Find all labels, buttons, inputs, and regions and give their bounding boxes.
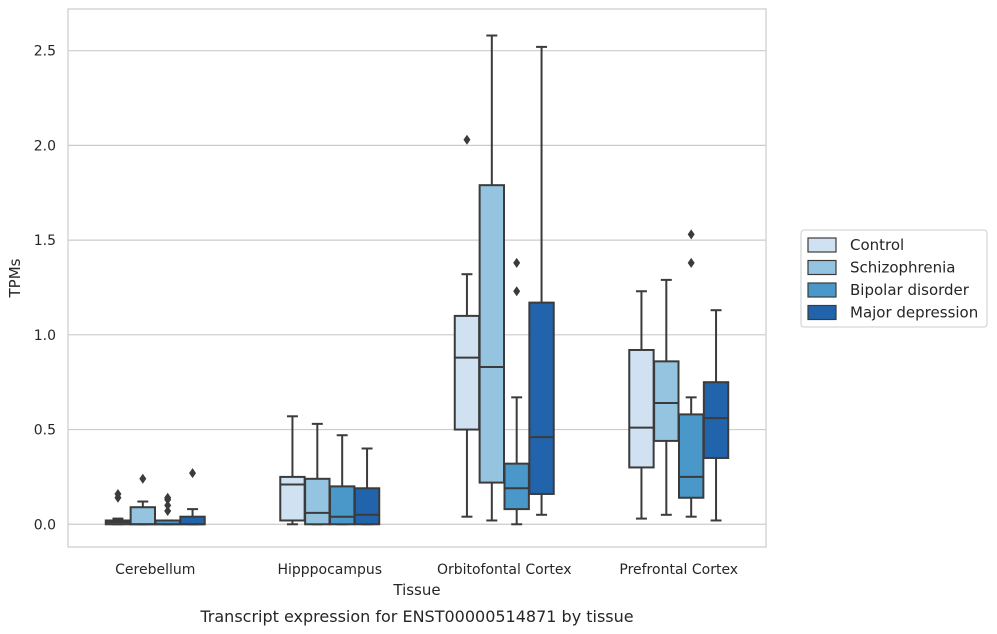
box-body <box>628 348 655 469</box>
box-group <box>328 434 356 526</box>
x-tick-label: Orbitofontal Cortex <box>437 562 572 578</box>
box-group <box>154 492 181 526</box>
box-group <box>503 257 530 526</box>
box-body <box>279 475 306 522</box>
outlier-point <box>687 229 695 240</box>
box-body <box>353 487 381 526</box>
grid-lines <box>68 50 766 525</box>
legend-label: Control <box>850 236 904 254</box>
box-group <box>129 473 157 526</box>
outlier-point <box>463 134 471 145</box>
chart-caption: Transcript expression for ENST0000051487… <box>199 607 633 626</box>
box-body <box>304 477 331 526</box>
legend-label: Major depression <box>850 304 978 322</box>
outlier-point <box>513 286 521 297</box>
legend: Control Schizophrenia Bipolar disorder Majo… <box>800 229 988 328</box>
box-group <box>353 447 381 526</box>
box-group <box>478 34 506 522</box>
box-body <box>179 515 206 526</box>
box-body <box>328 485 356 526</box>
y-tick-label: 0.0 <box>34 517 56 533</box>
legend-frame <box>800 229 988 328</box>
outlier-point <box>164 500 172 511</box>
box-group <box>304 422 331 526</box>
outlier-point <box>164 492 172 503</box>
box-group <box>628 290 655 520</box>
y-axis-label: TPMs <box>6 258 24 298</box>
outlier-point <box>114 488 122 499</box>
legend-label: Schizophrenia <box>850 259 955 277</box>
legend-swatch <box>807 304 837 321</box>
legend-swatch <box>807 282 837 298</box>
y-tick-label: 2.5 <box>34 44 56 60</box>
box-group <box>179 468 206 526</box>
y-tick-label: 1.5 <box>34 233 56 249</box>
box-body <box>702 381 730 459</box>
box-group <box>677 229 705 518</box>
legend-label: Bipolar disorder <box>850 281 970 299</box>
y-tick-labels: 0.0 0.5 1.0 1.5 2.0 2.5 <box>34 44 56 534</box>
x-axis-label: Tissue <box>392 581 440 599</box>
y-tick-label: 1.0 <box>34 328 56 344</box>
outlier-point <box>164 506 172 517</box>
plot-boxes <box>104 34 730 526</box>
x-tick-label: Cerebellum <box>115 562 195 578</box>
box-body <box>129 506 157 526</box>
outlier-point <box>513 257 521 268</box>
legend-swatch <box>807 237 837 253</box>
box-body <box>453 314 481 431</box>
x-tick-labels: Cerebellum Hipppocampus Orbitofontal Corte… <box>115 562 738 578</box>
y-tick-label: 0.5 <box>34 423 56 439</box>
outlier-point <box>687 257 695 268</box>
y-tick-label: 2.0 <box>34 138 56 154</box>
legend-swatch <box>807 259 837 276</box>
box-group <box>653 278 680 516</box>
box-body <box>653 360 680 442</box>
box-group <box>453 134 481 518</box>
box-body <box>528 301 555 495</box>
outlier-point <box>189 468 197 479</box>
x-tick-label: Prefrontal Cortex <box>619 562 738 578</box>
box-body <box>503 462 530 511</box>
box-group <box>279 415 306 526</box>
outlier-point <box>139 473 147 484</box>
box-group <box>528 45 555 516</box>
box-body <box>478 184 506 484</box>
x-tick-label: Hipppocampus <box>277 562 382 578</box>
box-body <box>677 413 705 499</box>
box-group <box>702 309 730 522</box>
box-group <box>104 488 132 526</box>
plot-frame <box>67 8 767 548</box>
